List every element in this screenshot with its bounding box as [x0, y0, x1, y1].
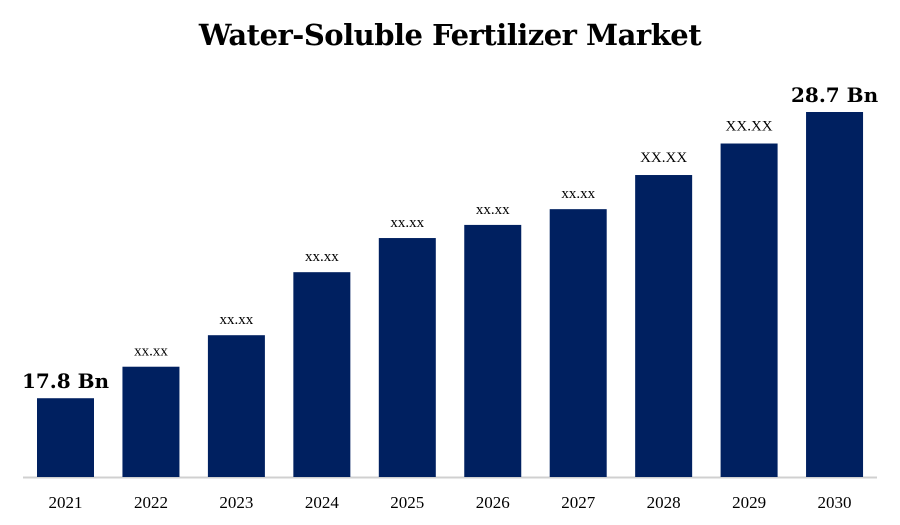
x-tick-label: 2026: [476, 493, 510, 512]
bar-2023: [207, 335, 265, 477]
x-tick-label: 2021: [49, 493, 83, 512]
bar-2029: [720, 143, 778, 477]
x-tick-label: 2029: [732, 493, 766, 512]
bar-2025: [378, 238, 436, 477]
bar-2024: [293, 272, 351, 477]
bar-2022: [122, 366, 180, 477]
bar-2028: [635, 175, 693, 477]
data-label: XX.XX: [640, 150, 687, 166]
bar-2027: [549, 209, 607, 478]
bar-2030: [806, 112, 864, 477]
bar-2026: [464, 224, 522, 477]
x-tick-label: 2028: [647, 493, 681, 512]
bar-2021: [37, 398, 94, 477]
data-label: xx.xx: [134, 344, 168, 360]
data-label: xx.xx: [390, 215, 424, 231]
x-tick-label: 2025: [390, 493, 424, 512]
data-label: 17.8 Bn: [22, 369, 110, 393]
x-tick-label: 2023: [219, 493, 253, 512]
data-label: xx.xx: [220, 312, 254, 328]
x-tick-label: 2024: [305, 493, 340, 512]
data-label: xx.xx: [561, 186, 595, 202]
data-label: XX.XX: [726, 119, 773, 135]
chart-title: Water-Soluble Fertilizer Market: [198, 18, 702, 52]
x-tick-label: 2030: [818, 493, 852, 512]
data-label: xx.xx: [476, 202, 510, 218]
x-tick-label: 2027: [561, 493, 596, 512]
data-label: 28.7 Bn: [791, 83, 879, 107]
data-label: xx.xx: [305, 249, 339, 265]
x-tick-label: 2022: [134, 493, 168, 512]
